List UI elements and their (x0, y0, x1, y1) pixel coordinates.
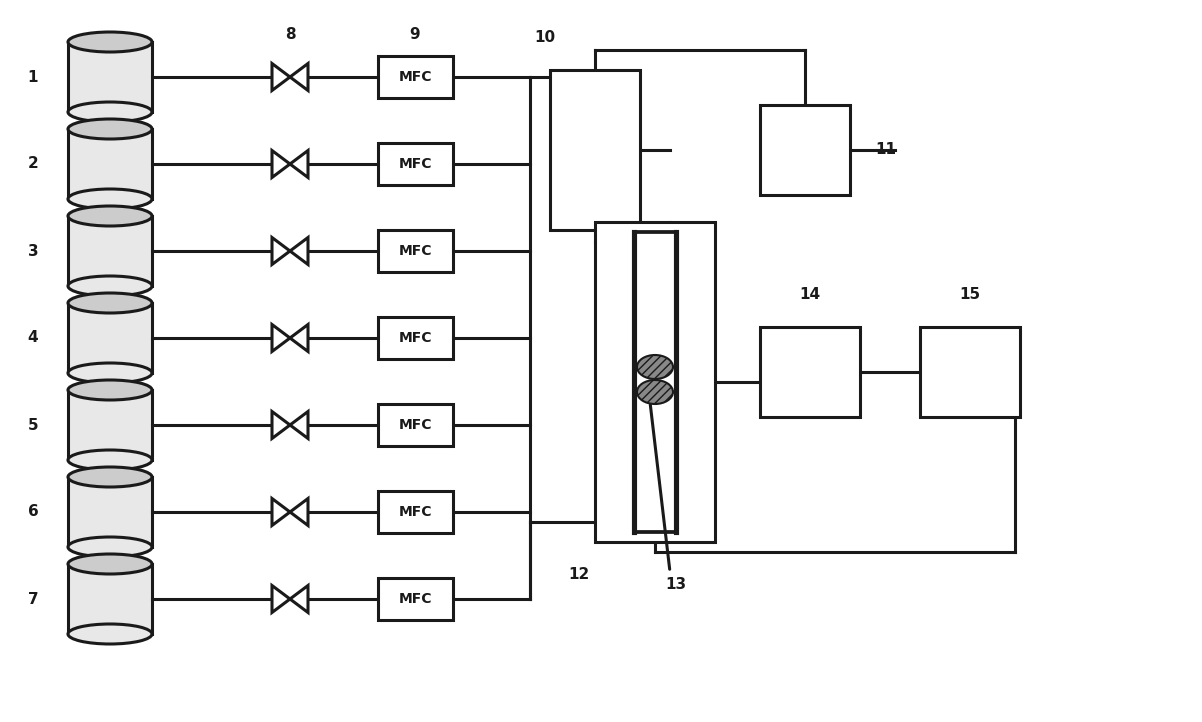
Text: 4: 4 (28, 331, 38, 346)
Ellipse shape (69, 363, 151, 383)
Text: 5: 5 (28, 417, 38, 432)
Bar (760, 105, 850, 195)
Text: MFC: MFC (398, 505, 432, 519)
Text: 11: 11 (875, 142, 895, 157)
Polygon shape (272, 412, 290, 438)
Bar (760, 327, 859, 417)
Bar (920, 327, 1020, 417)
Bar (69, 42, 151, 112)
Bar (377, 404, 452, 446)
Polygon shape (290, 150, 308, 178)
Text: 8: 8 (285, 27, 296, 42)
Ellipse shape (69, 293, 151, 313)
Text: 14: 14 (799, 287, 821, 302)
Bar (377, 578, 452, 620)
Text: MFC: MFC (398, 592, 432, 606)
Bar (69, 477, 151, 547)
Bar (377, 317, 452, 359)
Ellipse shape (69, 467, 151, 487)
Text: 13: 13 (665, 577, 686, 592)
Ellipse shape (637, 380, 673, 404)
Polygon shape (290, 412, 308, 438)
Bar (69, 129, 151, 199)
Text: 7: 7 (28, 591, 38, 606)
Bar (69, 564, 151, 634)
Text: MFC: MFC (398, 70, 432, 84)
Text: MFC: MFC (398, 157, 432, 171)
Ellipse shape (69, 554, 151, 574)
Text: MFC: MFC (398, 418, 432, 432)
Polygon shape (290, 238, 308, 264)
Text: 12: 12 (569, 567, 590, 582)
Ellipse shape (69, 102, 151, 122)
Text: 1: 1 (28, 69, 38, 84)
Bar (377, 56, 452, 98)
Bar (377, 143, 452, 185)
Bar (551, 70, 639, 230)
Polygon shape (290, 586, 308, 612)
Text: MFC: MFC (398, 331, 432, 345)
Ellipse shape (69, 206, 151, 226)
Ellipse shape (69, 32, 151, 52)
Text: 10: 10 (535, 30, 555, 45)
Text: 2: 2 (28, 157, 38, 172)
Polygon shape (272, 324, 290, 352)
Ellipse shape (637, 355, 673, 379)
Text: 15: 15 (959, 287, 981, 302)
Polygon shape (272, 498, 290, 526)
Text: 9: 9 (410, 27, 421, 42)
Text: 6: 6 (28, 505, 38, 520)
Polygon shape (272, 238, 290, 264)
Ellipse shape (69, 119, 151, 139)
Polygon shape (272, 64, 290, 90)
Polygon shape (272, 150, 290, 178)
Polygon shape (290, 324, 308, 352)
Bar (69, 303, 151, 373)
Text: 3: 3 (28, 243, 38, 258)
Bar (595, 222, 715, 542)
Polygon shape (290, 64, 308, 90)
Bar (377, 230, 452, 272)
Polygon shape (290, 498, 308, 526)
Bar (377, 491, 452, 533)
Bar (633, 232, 676, 532)
Ellipse shape (69, 189, 151, 209)
Text: MFC: MFC (398, 244, 432, 258)
Polygon shape (272, 586, 290, 612)
Ellipse shape (69, 537, 151, 557)
Ellipse shape (69, 450, 151, 470)
Ellipse shape (69, 276, 151, 296)
Bar (69, 390, 151, 460)
Ellipse shape (69, 624, 151, 644)
Bar (69, 216, 151, 286)
Ellipse shape (69, 380, 151, 400)
